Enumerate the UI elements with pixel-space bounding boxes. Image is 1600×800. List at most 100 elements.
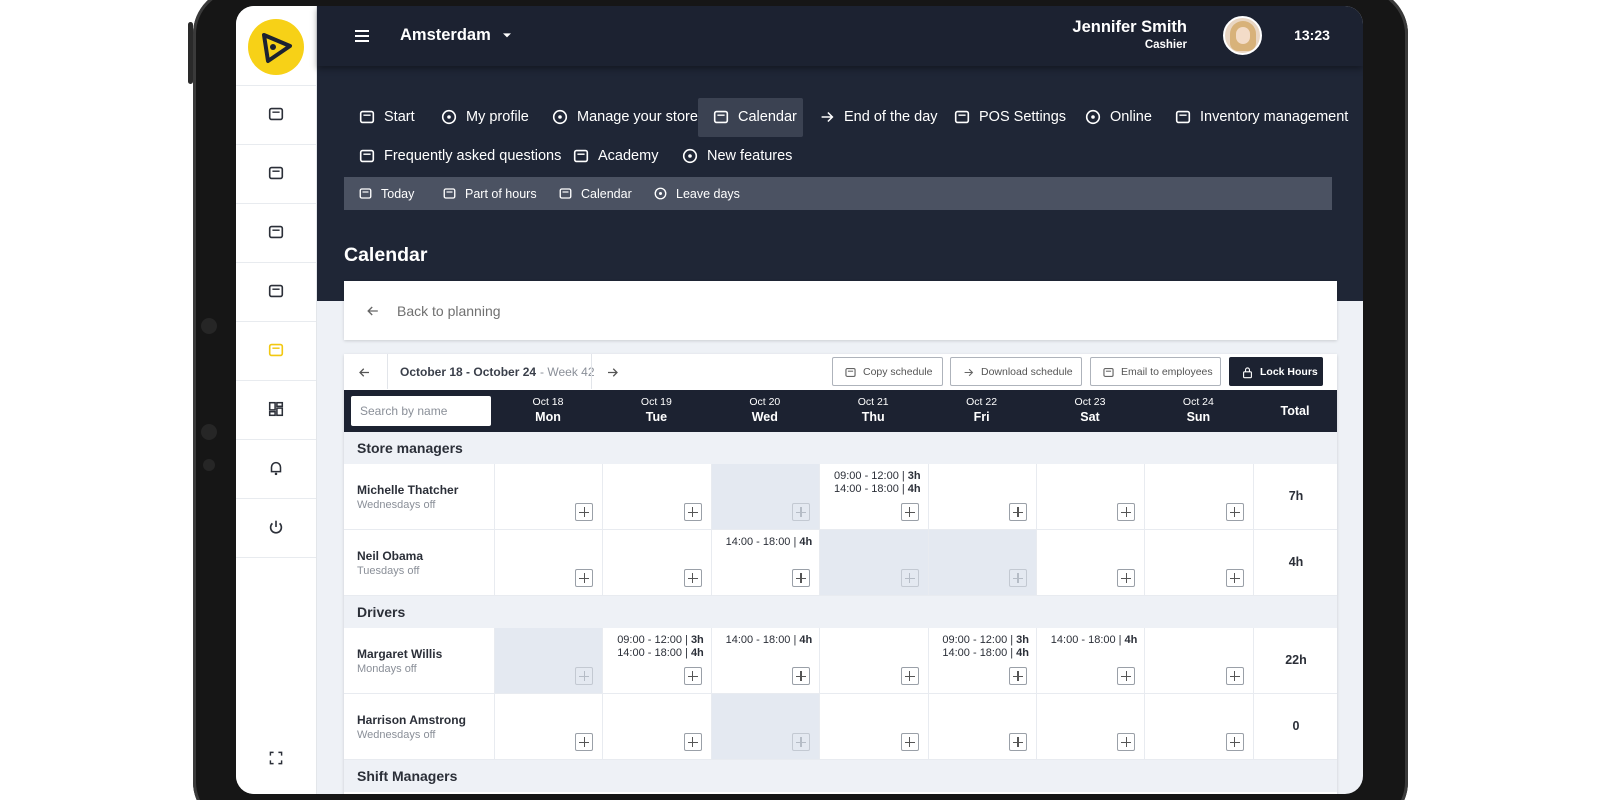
shift-hours: 4h [799, 634, 813, 646]
icon [268, 284, 284, 298]
shift-hours: 4h [799, 536, 813, 548]
icon-shape [274, 472, 278, 476]
day-date: Oct 21 [857, 396, 889, 408]
add-shift-button[interactable] [1225, 503, 1244, 521]
add-shift-button[interactable] [1008, 667, 1027, 685]
add-shift-button[interactable] [900, 733, 919, 751]
employee-total: 4h [1288, 555, 1304, 569]
nav-label: Manage your store [577, 109, 698, 125]
toolbar-button[interactable]: Download schedule [950, 357, 1082, 386]
shift-time: 14:00 - 18:00 | [617, 647, 688, 659]
shift-time: 14:00 - 18:00 | [833, 483, 905, 495]
icon-shape [270, 44, 276, 50]
sidebar-item[interactable] [236, 203, 316, 261]
shift-time: 09:00 - 12:00 | [942, 634, 1014, 646]
add-shift-button[interactable] [575, 503, 594, 521]
add-shift-button[interactable] [1225, 667, 1244, 685]
toolbar-button[interactable]: Copy schedule [832, 357, 943, 386]
day-cell [494, 464, 603, 529]
icon-shape [269, 522, 283, 534]
plus-vertical [908, 737, 911, 747]
employee-note: Tuesdays off [357, 565, 420, 577]
icon-shape [443, 188, 456, 199]
plus-vertical [692, 737, 694, 747]
date-range: October 18 - October 24- Week 42 [400, 362, 595, 382]
icon [268, 107, 284, 121]
day-cell [819, 628, 928, 693]
add-shift-button[interactable] [683, 733, 702, 751]
location-name[interactable]: Amsterdam [400, 26, 491, 44]
sidebar-item[interactable] [236, 321, 316, 379]
icon-shape [262, 33, 292, 63]
day-cell [927, 464, 1036, 529]
sidebar-divider [236, 557, 316, 558]
toolbar-divider [591, 354, 592, 389]
icon [359, 110, 375, 124]
previous-week-button[interactable] [354, 362, 376, 382]
search-input[interactable]: Search by name [351, 396, 491, 426]
shift: 09:00 - 12:00 | 3h [834, 470, 921, 483]
day-name: Mon [535, 410, 561, 424]
add-shift-button[interactable] [792, 569, 811, 587]
sidebar-item[interactable] [236, 144, 316, 202]
icon [821, 111, 834, 123]
camera-dot [201, 318, 217, 334]
fullscreen-button[interactable] [258, 741, 294, 775]
add-shift-button[interactable] [1225, 569, 1244, 587]
add-shift-button[interactable] [1225, 733, 1244, 751]
add-shift-button[interactable] [1117, 667, 1136, 685]
add-shift-button[interactable] [900, 503, 919, 521]
sidebar-item[interactable] [236, 380, 316, 438]
plus-vertical [1125, 573, 1128, 583]
plus-vertical [583, 507, 586, 517]
icon [443, 188, 456, 199]
sidebar-item[interactable] [236, 439, 316, 497]
icon [1175, 110, 1191, 124]
icon [503, 33, 511, 38]
toolbar-button-label: Lock Hours [1260, 366, 1318, 378]
add-shift-button[interactable] [575, 569, 594, 587]
icon-shape [659, 192, 662, 195]
add-shift-button[interactable] [575, 733, 594, 751]
day-name: Wed [751, 410, 778, 424]
total-cell: 4h [1253, 530, 1337, 595]
shift-time: 09:00 - 12:00 | [833, 470, 905, 482]
add-shift-button[interactable] [1008, 503, 1027, 521]
sidebar-item[interactable] [236, 85, 316, 143]
total-cell: 7h [1253, 464, 1337, 529]
icon [713, 110, 729, 124]
icon [359, 367, 369, 377]
add-shift-button[interactable] [792, 503, 811, 521]
total-cell: 22h [1253, 628, 1337, 693]
icon-shape [1243, 370, 1252, 378]
toolbar-button[interactable]: Lock Hours [1229, 357, 1323, 386]
add-shift-button[interactable] [575, 667, 594, 685]
next-week-button[interactable] [602, 362, 624, 382]
sidebar-item[interactable] [236, 498, 316, 556]
add-shift-button[interactable] [792, 733, 811, 751]
icon-shape [1091, 115, 1095, 119]
add-shift-button[interactable] [792, 667, 811, 685]
add-shift-button[interactable] [1117, 569, 1136, 587]
add-shift-button[interactable] [1008, 569, 1027, 587]
icon [1243, 366, 1252, 378]
add-shift-button[interactable] [683, 569, 702, 587]
toolbar-button[interactable]: Email to employees [1090, 357, 1221, 386]
menu-button[interactable] [351, 25, 373, 47]
icon-shape [608, 367, 618, 377]
day-cell [1144, 694, 1253, 759]
add-shift-button[interactable] [900, 569, 919, 587]
icon [559, 188, 572, 199]
day-cell [927, 530, 1036, 595]
add-shift-button[interactable] [900, 667, 919, 685]
add-shift-button[interactable] [1008, 733, 1027, 751]
sidebar-item[interactable] [236, 262, 316, 320]
add-shift-button[interactable] [683, 503, 702, 521]
shift-time: 14:00 - 18:00 | [1050, 634, 1122, 646]
shift-hours: 4h [1124, 634, 1138, 646]
back-link[interactable]: Back to planning [358, 298, 508, 324]
add-shift-button[interactable] [1117, 733, 1136, 751]
user-avatar[interactable] [1223, 16, 1262, 55]
add-shift-button[interactable] [1117, 503, 1136, 521]
add-shift-button[interactable] [683, 667, 702, 685]
